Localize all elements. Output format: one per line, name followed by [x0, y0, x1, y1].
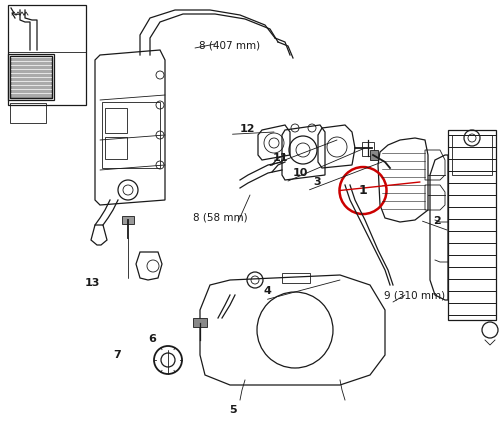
Text: 6: 6: [148, 335, 156, 344]
Bar: [448, 130, 496, 320]
Bar: [193, 318, 207, 327]
Bar: [8, 54, 54, 100]
Bar: [122, 216, 134, 224]
Text: 10: 10: [292, 168, 308, 178]
Text: 1: 1: [358, 184, 368, 197]
Text: 2: 2: [434, 216, 442, 226]
Bar: [370, 150, 378, 160]
Bar: [452, 135, 492, 175]
Text: 11: 11: [272, 153, 288, 162]
Text: 9 (310 mm): 9 (310 mm): [384, 290, 446, 300]
Text: 7: 7: [114, 350, 122, 360]
Text: 3: 3: [314, 177, 322, 187]
Text: 5: 5: [228, 405, 236, 414]
Bar: [102, 102, 160, 168]
Bar: [105, 137, 127, 159]
Text: 8 (58 mm): 8 (58 mm): [192, 213, 248, 223]
Text: 12: 12: [240, 124, 256, 134]
Text: 13: 13: [85, 278, 100, 287]
Bar: [10, 103, 46, 123]
Text: 4: 4: [264, 286, 272, 296]
Bar: [282, 273, 310, 283]
Bar: [362, 142, 374, 156]
Bar: [105, 108, 127, 133]
Bar: [10, 56, 52, 98]
Text: 8 (407 mm): 8 (407 mm): [200, 40, 260, 50]
Bar: [10, 56, 52, 98]
Bar: [8, 5, 86, 105]
